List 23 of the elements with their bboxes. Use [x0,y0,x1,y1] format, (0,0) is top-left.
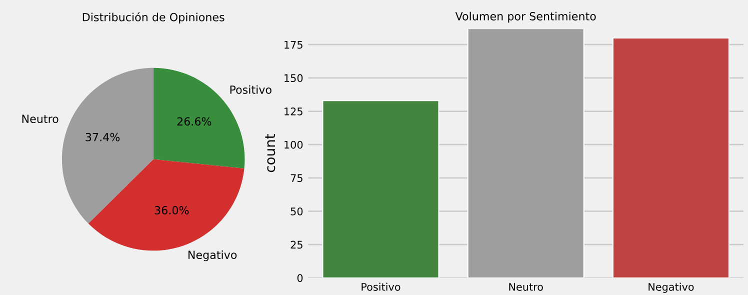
y-tick-label: 0 [297,274,303,282]
slice-label: Positivo [230,85,272,94]
data-label: 36.0% [154,206,189,214]
y-tick-label: 50 [290,207,303,216]
slice-label: Negativo [188,250,237,262]
y-tick-label: 125 [284,107,302,116]
y-tick-label: 25 [290,240,302,249]
x-tick-label: Neutro [509,283,543,291]
y-tick-label: 100 [284,140,303,149]
y-tick-label: 175 [284,40,302,49]
data-label: 37.4% [86,132,120,142]
x-tick-label: Positivo [362,282,400,291]
data-label: 26.6% [177,117,212,126]
slice-label: Neutro [22,114,58,124]
bar [322,100,440,278]
chart-title: Volumen por Sentimiento [455,12,596,23]
y-tick-label: 75 [290,174,302,182]
chart-title: Distribución de Opiniones [82,12,224,24]
y-axis-title: count [265,134,276,172]
x-tick-label: Negativo [648,282,694,293]
bar [467,28,584,278]
bar [612,37,730,278]
y-tick-label: 150 [284,74,303,82]
